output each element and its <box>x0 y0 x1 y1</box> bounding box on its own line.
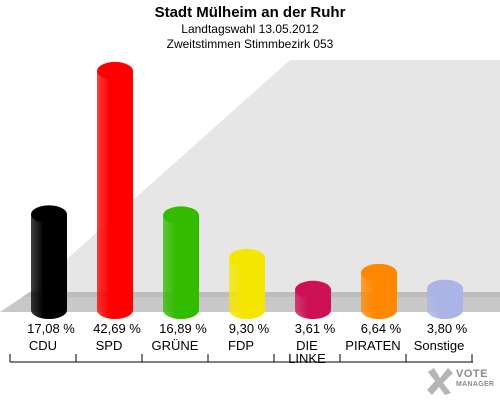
value-label-piraten: 6,64 % <box>361 321 402 336</box>
chart-subtitle-election: Landtagswahl 13.05.2012 <box>0 22 500 37</box>
category-label-spd: SPD <box>96 338 123 353</box>
bar-top <box>97 62 133 80</box>
chart-subtitle-district: Zweitstimmen Stimmbezirk 053 <box>0 37 500 52</box>
checkmark-x-icon <box>426 366 454 396</box>
logo-text-vote: VOTE <box>456 368 488 380</box>
value-label-sonstige: 3,80 % <box>427 321 468 336</box>
bar-top <box>427 280 463 298</box>
chart-title: Stadt Mülheim an der Ruhr <box>0 4 500 22</box>
bar-sonstige <box>427 280 463 319</box>
value-label-gruene: 16,89 % <box>159 321 207 336</box>
category-label-sonstige: Sonstige <box>414 338 465 353</box>
bar-spd <box>97 62 133 319</box>
category-label-fdp: FDP <box>228 338 254 353</box>
bar-body <box>163 215 199 319</box>
bar-linke <box>295 281 331 319</box>
bar-fdp <box>229 249 265 319</box>
bar-body <box>31 214 67 319</box>
value-label-cdu: 17,08 % <box>27 321 75 336</box>
bar-top <box>295 281 331 299</box>
bar-top <box>361 264 397 282</box>
value-label-fdp: 9,30 % <box>229 321 270 336</box>
bar-top <box>229 249 265 267</box>
bar-body <box>229 258 265 319</box>
bar-top <box>163 206 199 224</box>
category-label-linke: DIELINKE <box>288 338 326 366</box>
category-labels-group: CDU SPD GRÜNE FDP DIELINKE PIRATEN Sonstige <box>10 338 473 366</box>
bar-body <box>97 71 133 319</box>
category-label-gruene: GRÜNE <box>152 338 199 353</box>
value-label-linke: 3,61 % <box>295 321 336 336</box>
bar-cdu <box>31 205 67 319</box>
value-labels-group: 17,08 % 42,69 % 16,89 % 9,30 % 3,61 % 6,64 % 3… <box>27 321 468 336</box>
bar-top <box>31 205 67 223</box>
bar-piraten <box>361 264 397 319</box>
bar-gruene <box>163 206 199 319</box>
value-label-spd: 42,69 % <box>93 321 141 336</box>
category-label-piraten: PIRATEN <box>345 338 400 353</box>
logo-text-manager: MANAGER <box>456 381 494 388</box>
vote-manager-logo: VOTE MANAGER <box>426 366 496 396</box>
header: Stadt Mülheim an der Ruhr Landtagswahl 1… <box>0 0 500 52</box>
category-label-cdu: CDU <box>29 338 57 353</box>
